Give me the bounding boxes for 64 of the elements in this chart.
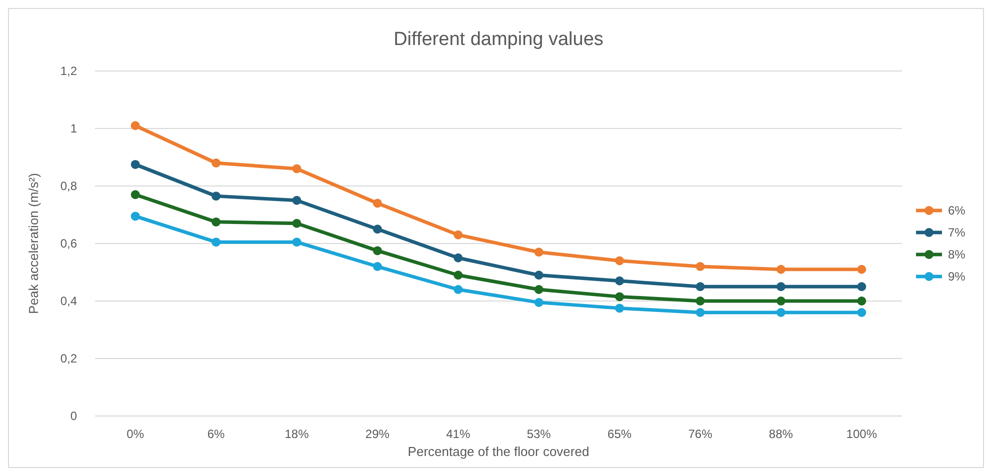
- x-tick-label: 100%: [846, 427, 878, 441]
- point: [372, 262, 382, 271]
- point: [534, 285, 544, 294]
- y-tick-label: 0,4: [60, 294, 78, 308]
- point: [857, 264, 866, 274]
- point: [857, 296, 866, 306]
- x-tick-label: 76%: [688, 427, 713, 441]
- point: [372, 198, 382, 208]
- x-tick-label: 29%: [365, 427, 390, 441]
- x-tick-label: 53%: [526, 427, 552, 441]
- legend-label: 9%: [948, 270, 966, 284]
- chart-title: Different damping values: [394, 29, 604, 50]
- point: [454, 270, 463, 280]
- y-tick-label: 0,6: [60, 236, 78, 251]
- point: [696, 296, 705, 306]
- point: [454, 285, 463, 294]
- x-tick-label: 0%: [126, 427, 144, 441]
- point: [615, 304, 624, 313]
- point: [776, 264, 786, 274]
- point: [696, 282, 705, 292]
- point: [372, 246, 382, 256]
- point: [615, 292, 624, 302]
- point: [292, 218, 302, 228]
- point: [130, 160, 140, 169]
- x-tick-label: 6%: [207, 427, 226, 441]
- point: [212, 217, 221, 226]
- point: [454, 230, 463, 240]
- point: [534, 270, 544, 280]
- point: [372, 224, 382, 234]
- point: [776, 282, 786, 292]
- point: [696, 262, 705, 271]
- x-tick-label: 88%: [768, 427, 794, 441]
- point: [212, 238, 221, 247]
- point: [615, 276, 624, 286]
- y-tick-label: 0,8: [60, 179, 78, 194]
- point: [696, 308, 705, 317]
- y-tick-label: 0: [70, 409, 78, 424]
- point: [454, 253, 463, 262]
- x-tick-label: 18%: [284, 427, 310, 441]
- point: [212, 192, 221, 201]
- point: [212, 158, 221, 168]
- point: [130, 190, 140, 200]
- point: [292, 196, 302, 205]
- legend-label: 8%: [948, 248, 966, 262]
- point: [130, 121, 140, 130]
- point: [534, 248, 544, 257]
- point: [857, 308, 866, 317]
- point: [615, 256, 624, 266]
- x-tick-label: 41%: [446, 427, 470, 441]
- x-tick-label: 65%: [608, 427, 632, 441]
- y-axis-title: Peak acceleration (m/s²): [26, 173, 41, 314]
- legend-label: 6%: [948, 204, 966, 218]
- point: [776, 308, 786, 317]
- y-tick-label: 1: [70, 122, 78, 136]
- point: [534, 298, 544, 307]
- point: [292, 164, 302, 174]
- x-axis-title: Percentage of the floor covered: [408, 444, 590, 459]
- legend-label: 7%: [948, 226, 966, 240]
- y-tick-label: 0,2: [60, 352, 78, 366]
- point: [130, 212, 140, 221]
- point: [292, 238, 302, 247]
- y-tick-label: 1,2: [60, 64, 78, 78]
- point: [776, 296, 786, 306]
- point: [857, 282, 866, 292]
